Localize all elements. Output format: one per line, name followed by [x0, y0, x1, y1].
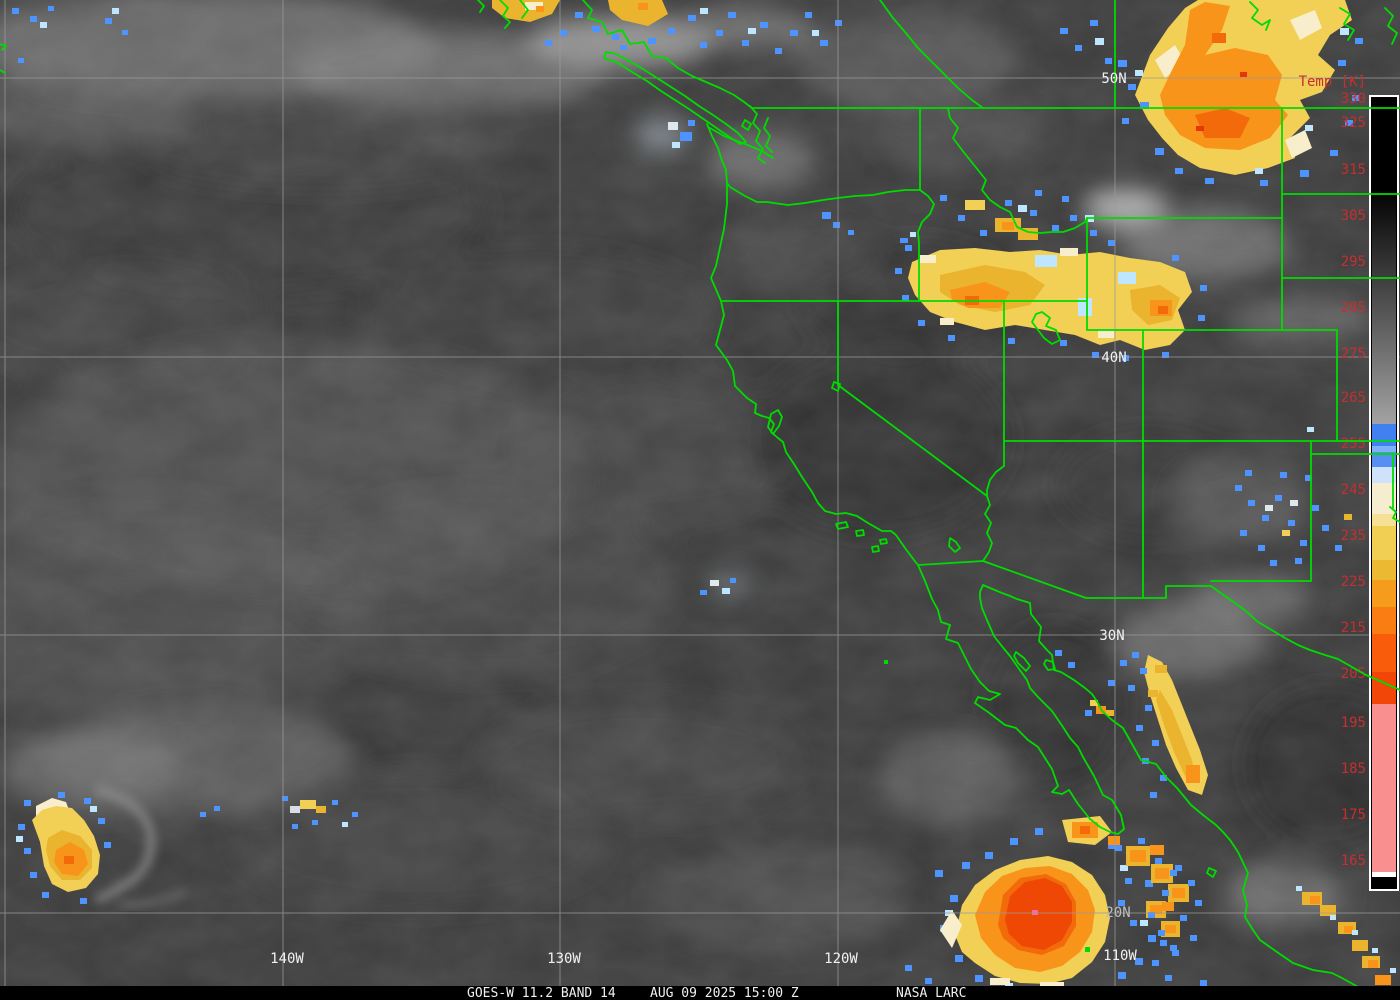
storm-chain-east-of-cyclone: [1115, 838, 1202, 956]
coastline-vancouver-island: [603, 51, 747, 145]
colorbar-tick: 205: [1341, 666, 1366, 682]
storm-cells-layer: [12, 0, 1396, 994]
colorbar: 330 325 315 305 295 285 275 265 255 245 …: [1299, 74, 1399, 891]
colorbar-tick: 185: [1341, 761, 1366, 777]
storm-cell-mexico-coast: [1148, 845, 1396, 994]
border-us-mexico: [917, 560, 1212, 599]
colorbar-tick: 295: [1341, 254, 1366, 270]
storm-cell-bc-coast: [492, 0, 842, 148]
storm-cell-sonora: [1055, 650, 1208, 798]
footer-background: [0, 986, 1400, 1000]
border-rio-grande: [1210, 585, 1400, 691]
temp-unit-label: Temp [K]: [1299, 74, 1366, 90]
footer-bar: GOES-W 11.2 BAND 14 AUG 09 2025 15:00 Z …: [0, 986, 1400, 1000]
lon-label-140w: 140W: [270, 951, 304, 967]
colorbar-tick: 255: [1341, 436, 1366, 452]
great-salt-lake: [1031, 311, 1061, 345]
footer-product-label: GOES-W 11.2 BAND 14: [467, 986, 616, 1000]
colorbar-scale: [1372, 98, 1396, 888]
coastline-puget-sound: [707, 105, 774, 164]
border-ca-nv: [837, 300, 988, 497]
lat-label-20n: 20N: [1105, 905, 1130, 921]
coastline-haida-fragments: [0, 0, 529, 74]
coastline-pacific: [706, 123, 1361, 989]
colorbar-tick: 275: [1341, 346, 1366, 362]
colorbar-tick: 330: [1341, 91, 1366, 107]
storm-specks-newmexico: [1235, 427, 1352, 566]
colorbar-tick: 305: [1341, 208, 1366, 224]
salton-sea: [948, 537, 961, 553]
lat-label-30n: 30N: [1099, 628, 1124, 644]
lat-label-40n: 40N: [1101, 350, 1126, 366]
gulf-islands: [884, 651, 1217, 952]
colorbar-tick: 235: [1341, 528, 1366, 544]
border-id-mt: [947, 107, 1088, 234]
storm-specks-offshore-sandiego: [700, 578, 736, 595]
footer-datetime-label: AUG 09 2025 15:00 Z: [650, 986, 799, 1000]
coastline-bc: [582, 0, 753, 109]
sf-bay: [767, 409, 783, 435]
border-bc-alberta: [879, 0, 984, 109]
colorbar-tick: 175: [1341, 807, 1366, 823]
storm-specks-washington: [822, 212, 916, 243]
footer-credit-label: NASA LARC: [896, 986, 966, 1000]
colorbar-tick: 215: [1341, 620, 1366, 636]
border-nv-az-river: [986, 440, 1005, 497]
border-ca-az-river: [982, 495, 993, 562]
colorbar-tick: 285: [1341, 300, 1366, 316]
storm-cell-tropical-cyclone: [905, 816, 1202, 989]
colorbar-ticks: 330 325 315 305 295 285 275 265 255 245 …: [1341, 91, 1366, 869]
colorbar-tick: 325: [1341, 115, 1366, 131]
storm-specks-topleft: [12, 6, 128, 63]
colorbar-tick: 315: [1341, 162, 1366, 178]
border-wa-or: [726, 182, 921, 206]
colorbar-tick: 165: [1341, 853, 1366, 869]
lon-label-130w: 130W: [547, 951, 581, 967]
border-red-river: [1389, 506, 1400, 523]
lon-label-120w: 120W: [824, 951, 858, 967]
storm-cell-wyoming-band: [895, 190, 1207, 361]
border-or-id: [917, 189, 935, 302]
storm-cell-canada: [1060, 0, 1363, 186]
colorbar-tick: 195: [1341, 715, 1366, 731]
lat-label-50n: 50N: [1101, 71, 1126, 87]
channel-islands: [835, 521, 888, 553]
colorbar-tick: 245: [1341, 482, 1366, 498]
lake-tahoe: [831, 381, 841, 392]
colorbar-tick: 265: [1341, 390, 1366, 406]
canada-lakes: [1249, 1, 1398, 45]
colorbar-tick: 225: [1341, 574, 1366, 590]
lon-label-110w: 110W: [1103, 948, 1137, 964]
grid-labels: 50N 40N 30N 20N 140W 130W 120W 110W: [270, 71, 1137, 967]
storm-specks-midocean: [200, 796, 358, 829]
storm-cell-bottomleft: [16, 786, 187, 908]
